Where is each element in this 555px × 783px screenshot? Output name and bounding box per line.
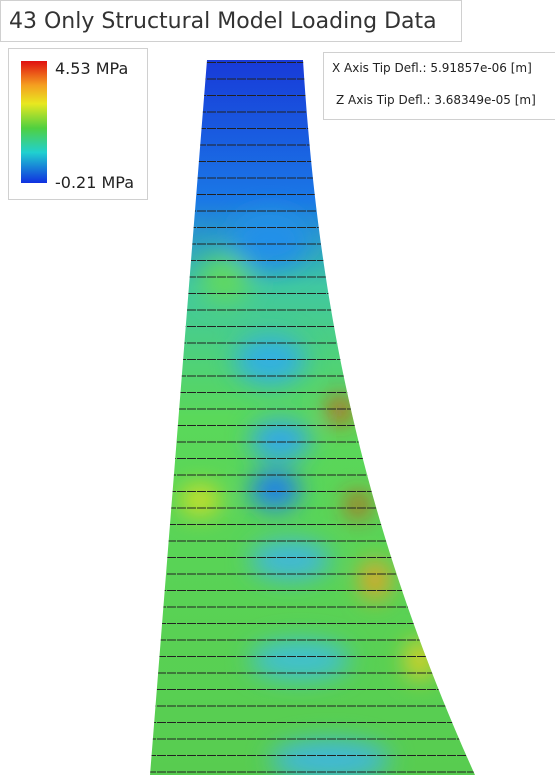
z-deflection: Z Axis Tip Defl.: 3.68349e-05 [m] [336,93,536,107]
title: 43 Only Structural Model Loading Data [0,0,462,42]
screenshot: 43 Only Structural Model Loading Data 4.… [0,0,555,783]
wall [140,55,480,780]
legend-max: 4.53 MPa [55,59,128,78]
color-legend: 4.53 MPa -0.21 MPa [8,48,148,200]
x-deflection: X Axis Tip Defl.: 5.91857e-06 [m] [332,61,532,75]
legend-min: -0.21 MPa [55,173,134,192]
color-bar [21,61,47,183]
deflection-box: X Axis Tip Defl.: 5.91857e-06 [m] Z Axis… [323,52,555,120]
